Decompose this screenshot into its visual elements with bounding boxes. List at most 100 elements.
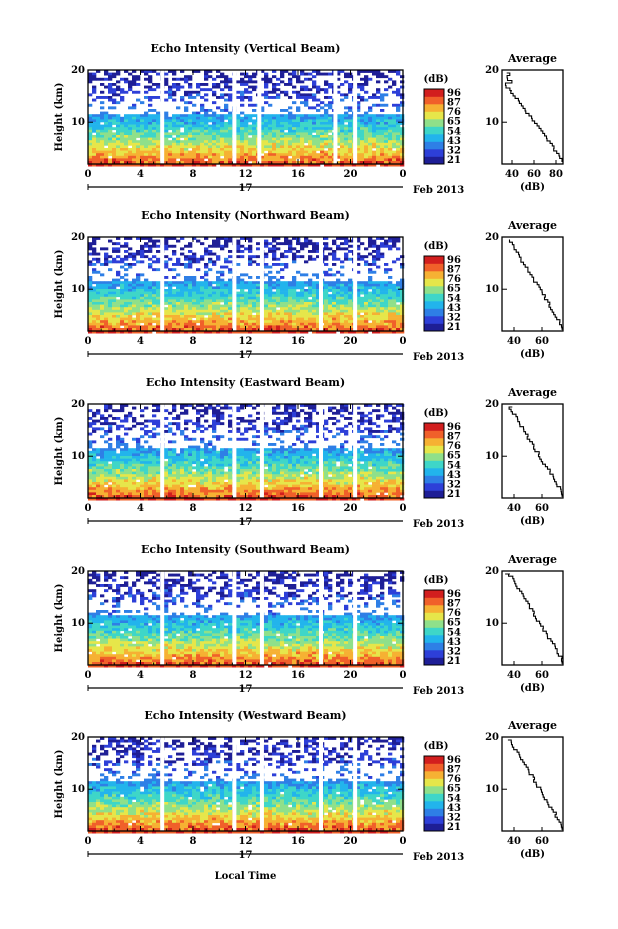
heatmap-cell <box>376 328 381 331</box>
heatmap-cell <box>248 330 253 334</box>
heatmap-cell <box>132 90 137 94</box>
heatmap-cell <box>364 312 369 316</box>
heatmap-cell <box>100 155 105 159</box>
heatmap-cell <box>132 437 137 441</box>
heatmap-cell <box>124 304 129 308</box>
heatmap-cell <box>192 161 197 164</box>
heatmap-cell <box>184 435 189 439</box>
heatmap-cell <box>100 83 105 86</box>
heatmap-cell <box>100 414 105 418</box>
heatmap-cell <box>356 312 361 316</box>
heatmap-cell <box>204 75 209 79</box>
heatmap-cell <box>108 328 113 331</box>
heatmap-cell <box>400 427 405 431</box>
heatmap-cell <box>332 302 337 305</box>
heatmap-cell <box>188 320 193 324</box>
heatmap-cell <box>252 419 257 423</box>
heatmap-cell <box>220 145 225 149</box>
heatmap-cell <box>296 296 301 300</box>
heatmap-cell <box>328 148 333 151</box>
heatmap-cell <box>340 307 345 311</box>
heatmap-cell <box>236 320 241 324</box>
heatmap-cell <box>264 450 269 454</box>
heatmap-cell <box>148 124 153 128</box>
heatmap-cell <box>324 237 329 240</box>
heatmap-cell <box>96 325 101 329</box>
heatmap-cell <box>112 101 117 105</box>
heatmap-cell <box>284 320 289 324</box>
heatmap-cell <box>212 137 217 141</box>
heatmap-cell <box>208 252 213 256</box>
heatmap-cell <box>124 330 129 334</box>
heatmap-cell <box>304 296 309 300</box>
heatmap-cell <box>272 137 277 141</box>
heatmap-cell <box>156 406 161 410</box>
heatmap-cell <box>120 244 125 248</box>
heatmap-cell <box>280 448 285 452</box>
heatmap-cell <box>256 435 261 439</box>
heatmap-cell <box>256 294 261 298</box>
heatmap-cell <box>284 291 289 295</box>
heatmap-cell <box>92 127 97 131</box>
heatmap-cell <box>124 142 129 146</box>
heatmap-cell <box>212 150 217 154</box>
heatmap-cell <box>380 148 385 151</box>
heatmap-cell <box>280 124 285 128</box>
heatmap-cell <box>264 148 269 151</box>
heatmap-cell <box>324 309 329 313</box>
heatmap-cell <box>320 88 325 92</box>
heatmap-cell <box>292 328 297 331</box>
heatmap-cell <box>340 330 345 334</box>
heatmap-cell <box>228 237 233 240</box>
heatmap-cell <box>360 283 365 287</box>
heatmap-cell <box>108 127 113 131</box>
heatmap-cell <box>380 450 385 454</box>
heatmap-cell <box>272 255 277 259</box>
heatmap-cell <box>276 281 281 285</box>
heatmap-cell <box>368 96 373 99</box>
heatmap-cell <box>132 317 137 321</box>
heatmap-cell <box>212 289 217 292</box>
heatmap-cell <box>172 161 177 164</box>
heatmap-cell <box>300 409 305 413</box>
heatmap-cell <box>312 450 317 454</box>
heatmap-cell <box>328 315 333 318</box>
average-frame <box>501 236 564 332</box>
heatmap-cell <box>308 291 313 295</box>
heatmap-cell <box>240 437 245 441</box>
heatmap-cell <box>324 242 329 246</box>
heatmap-cell <box>356 302 361 305</box>
heatmap-cell <box>252 137 257 141</box>
heatmap-cell <box>224 296 229 300</box>
heatmap-cell <box>252 304 257 308</box>
heatmap-cell <box>340 124 345 128</box>
heatmap-cell <box>344 299 349 303</box>
heatmap-cell <box>136 116 141 120</box>
heatmap-cell <box>172 83 177 86</box>
heatmap-cell <box>316 276 321 279</box>
heatmap-cell <box>360 289 365 292</box>
heatmap-cell <box>148 265 153 269</box>
heatmap-cell <box>384 161 389 164</box>
heatmap-cell <box>336 244 341 248</box>
heatmap-cell <box>312 448 317 452</box>
heatmap-cell <box>304 443 309 446</box>
heatmap-cell <box>248 145 253 149</box>
heatmap-cell <box>360 85 365 89</box>
heatmap-cell <box>292 145 297 149</box>
heatmap-cell <box>296 242 301 246</box>
heatmap-cell <box>400 96 405 99</box>
heatmap-cell <box>200 307 205 311</box>
heatmap-cell <box>240 155 245 159</box>
heatmap-cell <box>268 320 273 324</box>
heatmap-cell <box>200 450 205 454</box>
heatmap-cell <box>220 137 225 141</box>
heatmap-cell <box>292 161 297 164</box>
heatmap-cell <box>168 88 173 92</box>
heatmap-cell <box>308 242 313 246</box>
heatmap-cell <box>184 322 189 326</box>
heatmap-cell <box>228 163 233 167</box>
heatmap-cell <box>292 163 297 167</box>
heatmap-cell <box>244 150 249 154</box>
heatmap-cell <box>364 450 369 454</box>
